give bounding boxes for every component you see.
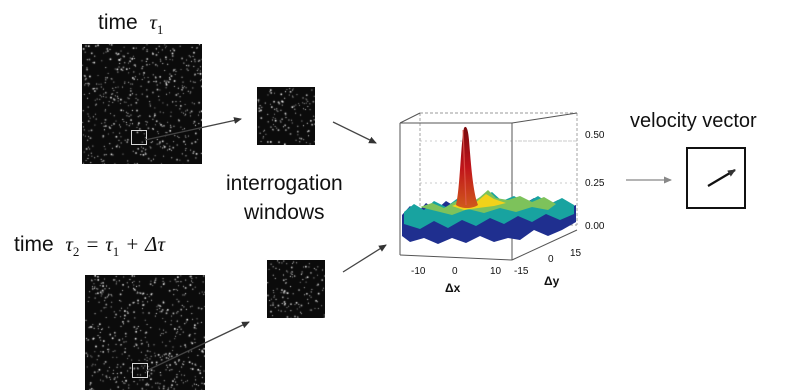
sample-region-marker-time1: [131, 130, 147, 145]
dx-tick: 0: [452, 266, 458, 277]
dx-tick: 10: [490, 266, 502, 277]
interrogation-window-1: [257, 87, 315, 145]
dy-tick: 0: [548, 254, 554, 265]
z-tick: 0.00: [585, 221, 605, 232]
dy-tick: -15: [514, 266, 529, 277]
z-tick: 0.50: [585, 130, 605, 141]
arrow-to-window-2: [145, 321, 250, 372]
time2-label: time τ2 = τ1 + Δτ: [14, 232, 165, 260]
dy-tick: 15: [570, 248, 582, 259]
correlation-plot: 0.50 0.25 0.00 -10 0 10 -15 0 15 Δx Δy: [399, 112, 605, 295]
particle-image-time2: [85, 275, 205, 390]
correlation-peak: [456, 126, 478, 208]
dx-tick: -10: [411, 266, 426, 277]
interrogation-windows-label-line2: windows: [244, 201, 325, 224]
interrogation-windows-label-line1: interrogation: [226, 172, 343, 195]
velocity-vector-box: [686, 147, 746, 209]
dy-axis-label: Δy: [544, 274, 560, 288]
arrow-window2-to-plot: [342, 244, 387, 273]
velocity-vector-label: velocity vector: [630, 110, 757, 132]
z-tick: 0.25: [585, 178, 605, 189]
velocity-arrow-icon: [707, 169, 736, 187]
arrow-to-window-1: [144, 117, 242, 141]
dx-axis-label: Δx: [445, 281, 461, 295]
interrogation-window-2: [267, 260, 325, 318]
arrow-window1-to-plot: [332, 121, 377, 144]
time1-label: time τ1: [98, 10, 164, 38]
